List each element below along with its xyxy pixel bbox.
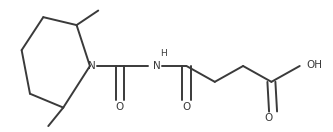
Text: O: O (182, 102, 190, 112)
Text: O: O (264, 113, 272, 123)
Text: N: N (88, 61, 96, 71)
Text: N: N (153, 61, 161, 71)
Text: OH: OH (306, 60, 322, 70)
Text: O: O (116, 102, 124, 112)
Text: H: H (160, 49, 166, 58)
